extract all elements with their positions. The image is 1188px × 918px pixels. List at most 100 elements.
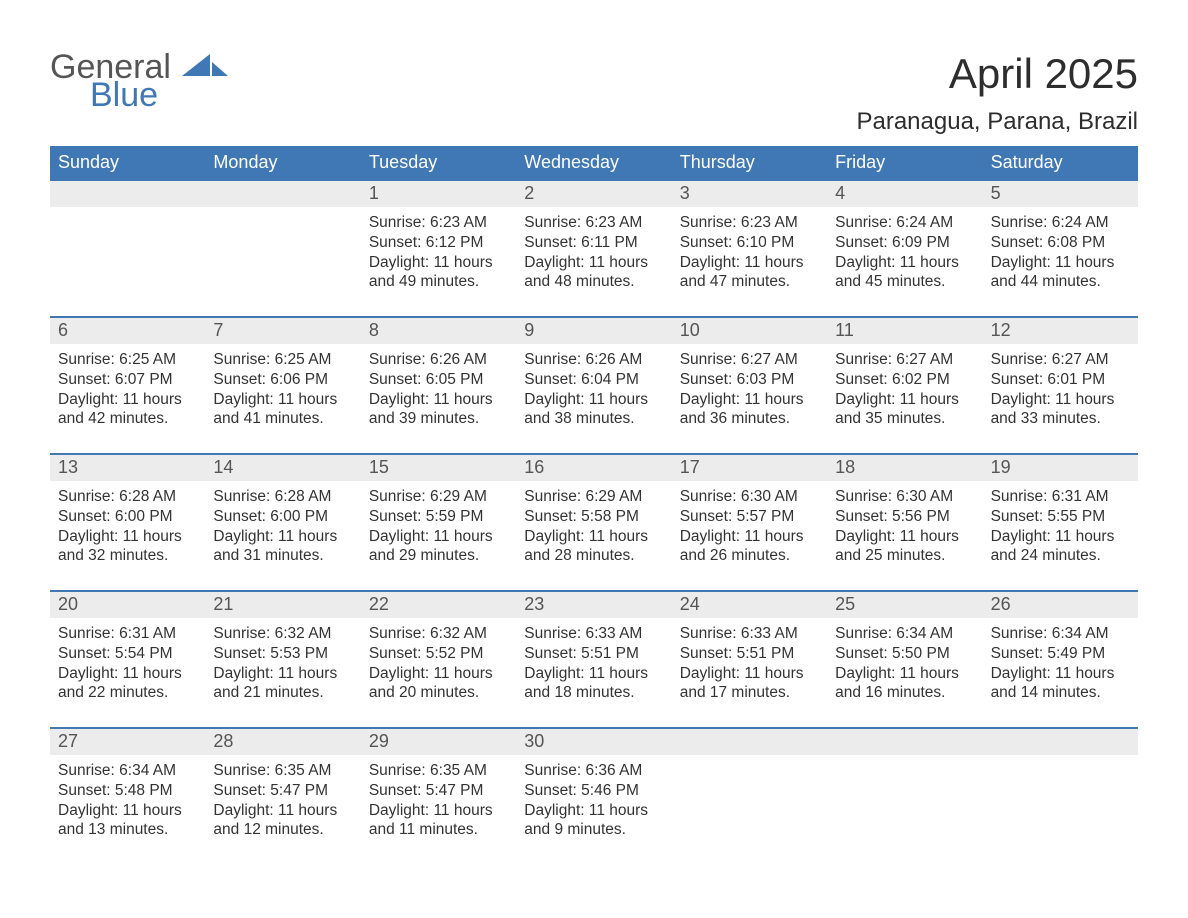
day-number: 7: [205, 318, 360, 344]
logo-sail-icon: [182, 54, 228, 84]
day-body: Sunrise: 6:31 AMSunset: 5:54 PMDaylight:…: [50, 618, 205, 703]
daylight-text: Daylight: 11 hours and 18 minutes.: [524, 664, 665, 704]
sunrise-text: Sunrise: 6:36 AM: [524, 761, 665, 781]
sunrise-text: Sunrise: 6:34 AM: [991, 624, 1132, 644]
sunrise-text: Sunrise: 6:33 AM: [680, 624, 821, 644]
sunrise-text: Sunrise: 6:30 AM: [680, 487, 821, 507]
month-title: April 2025: [856, 50, 1138, 98]
day-cell: 29 Sunrise: 6:35 AMSunset: 5:47 PMDayligh…: [361, 729, 516, 864]
day-number: 25: [827, 592, 982, 618]
day-number: [50, 181, 205, 207]
day-cell: 13Sunrise: 6:28 AMSunset: 6:00 PMDayligh…: [50, 455, 205, 590]
sunrise-text: Sunrise: 6:34 AM: [58, 761, 199, 781]
day-body: Sunrise: 6:31 AMSunset: 5:55 PMDaylight:…: [983, 481, 1138, 566]
day-number: [827, 729, 982, 755]
day-cell: [50, 181, 205, 316]
daylight-text: Daylight: 11 hours and 41 minutes.: [213, 390, 354, 430]
calendar: SundayMondayTuesdayWednesdayThursdayFrid…: [50, 146, 1138, 864]
sunset-text: Sunset: 6:00 PM: [213, 507, 354, 527]
daylight-text: Daylight: 11 hours and 12 minutes.: [213, 801, 354, 841]
daylight-text: Daylight: 11 hours and 45 minutes.: [835, 253, 976, 293]
day-body: Sunrise: 6:23 AMSunset: 6:10 PMDaylight:…: [672, 207, 827, 292]
day-cell: 11Sunrise: 6:27 AMSunset: 6:02 PMDayligh…: [827, 318, 982, 453]
day-number: 2: [516, 181, 671, 207]
day-cell: [672, 729, 827, 864]
day-cell: 27Sunrise: 6:34 AMSunset: 5:48 PMDayligh…: [50, 729, 205, 864]
week-row: 1Sunrise: 6:23 AMSunset: 6:12 PMDaylight…: [50, 181, 1138, 316]
day-cell: 17Sunrise: 6:30 AMSunset: 5:57 PMDayligh…: [672, 455, 827, 590]
sunset-text: Sunset: 5:54 PM: [58, 644, 199, 664]
sunset-text: Sunset: 5:57 PM: [680, 507, 821, 527]
daylight-text: Daylight: 11 hours and 22 minutes.: [58, 664, 199, 704]
sunrise-text: Sunrise: 6:27 AM: [991, 350, 1132, 370]
sunset-text: Sunset: 6:06 PM: [213, 370, 354, 390]
daylight-text: Daylight: 11 hours and 9 minutes.: [524, 801, 665, 841]
daylight-text: Daylight: 11 hours and 35 minutes.: [835, 390, 976, 430]
day-number: 20: [50, 592, 205, 618]
sunset-text: Sunset: 5:52 PM: [369, 644, 510, 664]
weeks-container: 1Sunrise: 6:23 AMSunset: 6:12 PMDaylight…: [50, 181, 1138, 864]
day-cell: 15Sunrise: 6:29 AMSunset: 5:59 PMDayligh…: [361, 455, 516, 590]
day-cell: 7 Sunrise: 6:25 AMSunset: 6:06 PMDaylight…: [205, 318, 360, 453]
day-cell: 6Sunrise: 6:25 AMSunset: 6:07 PMDaylight…: [50, 318, 205, 453]
day-body: Sunrise: 6:27 AMSunset: 6:01 PMDaylight:…: [983, 344, 1138, 429]
sunset-text: Sunset: 5:56 PM: [835, 507, 976, 527]
day-body: Sunrise: 6:27 AMSunset: 6:02 PMDaylight:…: [827, 344, 982, 429]
daylight-text: Daylight: 11 hours and 39 minutes.: [369, 390, 510, 430]
sunrise-text: Sunrise: 6:24 AM: [991, 213, 1132, 233]
day-cell: 3Sunrise: 6:23 AMSunset: 6:10 PMDaylight…: [672, 181, 827, 316]
sunrise-text: Sunrise: 6:29 AM: [524, 487, 665, 507]
dow-cell: Sunday: [50, 146, 205, 181]
day-number: 29: [361, 729, 516, 755]
sunrise-text: Sunrise: 6:24 AM: [835, 213, 976, 233]
day-cell: 28Sunrise: 6:35 AMSunset: 5:47 PMDayligh…: [205, 729, 360, 864]
day-number: [983, 729, 1138, 755]
sunset-text: Sunset: 6:03 PM: [680, 370, 821, 390]
day-number: 22: [361, 592, 516, 618]
day-body: Sunrise: 6:28 AMSunset: 6:00 PMDaylight:…: [205, 481, 360, 566]
day-cell: 24Sunrise: 6:33 AMSunset: 5:51 PMDayligh…: [672, 592, 827, 727]
day-cell: 16Sunrise: 6:29 AMSunset: 5:58 PMDayligh…: [516, 455, 671, 590]
sunrise-text: Sunrise: 6:23 AM: [524, 213, 665, 233]
sunrise-text: Sunrise: 6:28 AM: [58, 487, 199, 507]
day-body: Sunrise: 6:33 AMSunset: 5:51 PMDaylight:…: [516, 618, 671, 703]
sunset-text: Sunset: 6:08 PM: [991, 233, 1132, 253]
daylight-text: Daylight: 11 hours and 48 minutes.: [524, 253, 665, 293]
daylight-text: Daylight: 11 hours and 29 minutes.: [369, 527, 510, 567]
day-number: 10: [672, 318, 827, 344]
day-body: Sunrise: 6:29 AMSunset: 5:58 PMDaylight:…: [516, 481, 671, 566]
sunset-text: Sunset: 5:59 PM: [369, 507, 510, 527]
day-body: Sunrise: 6:34 AMSunset: 5:49 PMDaylight:…: [983, 618, 1138, 703]
sunset-text: Sunset: 5:47 PM: [213, 781, 354, 801]
sunrise-text: Sunrise: 6:35 AM: [369, 761, 510, 781]
daylight-text: Daylight: 11 hours and 44 minutes.: [991, 253, 1132, 293]
day-number: 12: [983, 318, 1138, 344]
daylight-text: Daylight: 11 hours and 32 minutes.: [58, 527, 199, 567]
sunrise-text: Sunrise: 6:25 AM: [213, 350, 354, 370]
day-body: Sunrise: 6:35 AMSunset: 5:47 PMDaylight:…: [205, 755, 360, 840]
sunset-text: Sunset: 6:04 PM: [524, 370, 665, 390]
sunset-text: Sunset: 6:11 PM: [524, 233, 665, 253]
day-number: 16: [516, 455, 671, 481]
day-body: Sunrise: 6:25 AMSunset: 6:07 PMDaylight:…: [50, 344, 205, 429]
day-body: Sunrise: 6:24 AMSunset: 6:09 PMDaylight:…: [827, 207, 982, 292]
day-number: 28: [205, 729, 360, 755]
daylight-text: Daylight: 11 hours and 11 minutes.: [369, 801, 510, 841]
daylight-text: Daylight: 11 hours and 20 minutes.: [369, 664, 510, 704]
sunset-text: Sunset: 5:47 PM: [369, 781, 510, 801]
sunset-text: Sunset: 5:58 PM: [524, 507, 665, 527]
day-body: Sunrise: 6:32 AMSunset: 5:52 PMDaylight:…: [361, 618, 516, 703]
day-body: Sunrise: 6:23 AMSunset: 6:11 PMDaylight:…: [516, 207, 671, 292]
sunrise-text: Sunrise: 6:28 AM: [213, 487, 354, 507]
daylight-text: Daylight: 11 hours and 26 minutes.: [680, 527, 821, 567]
day-number: 26: [983, 592, 1138, 618]
sunrise-text: Sunrise: 6:32 AM: [369, 624, 510, 644]
day-cell: 30Sunrise: 6:36 AMSunset: 5:46 PMDayligh…: [516, 729, 671, 864]
sunrise-text: Sunrise: 6:34 AM: [835, 624, 976, 644]
day-number: [205, 181, 360, 207]
day-number: 23: [516, 592, 671, 618]
day-body: Sunrise: 6:36 AMSunset: 5:46 PMDaylight:…: [516, 755, 671, 840]
day-body: Sunrise: 6:34 AMSunset: 5:48 PMDaylight:…: [50, 755, 205, 840]
day-number: 18: [827, 455, 982, 481]
sunrise-text: Sunrise: 6:29 AM: [369, 487, 510, 507]
